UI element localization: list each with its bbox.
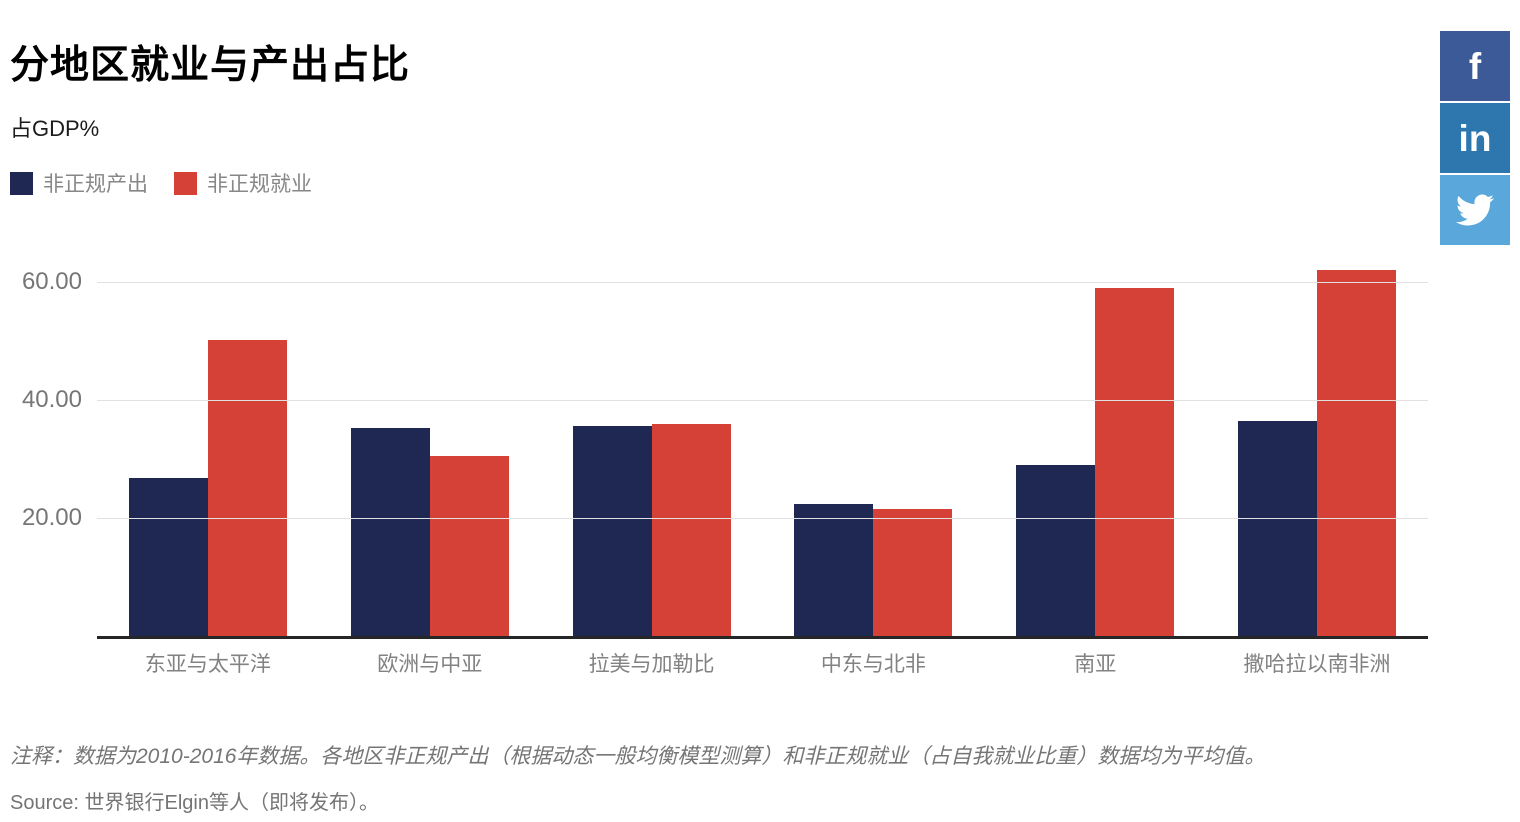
bar-informal-employment[interactable] [1095, 288, 1175, 636]
twitter-share-button[interactable] [1440, 175, 1510, 245]
bar-informal-output[interactable] [1238, 420, 1318, 636]
legend-label-informal-employment: 非正规就业 [207, 173, 312, 196]
bar-group [97, 256, 319, 636]
x-axis-label: 东亚与太平洋 [144, 653, 271, 676]
legend: 非正规产出 非正规就业 [10, 168, 312, 198]
legend-swatch-informal-output [10, 171, 33, 195]
x-axis-labels: 东亚与太平洋 欧洲与中亚 拉美与加勒比 中东与北非 南亚 撒哈拉以南非洲 [97, 650, 1428, 680]
legend-label-informal-output: 非正规产出 [43, 173, 148, 196]
social-share-bar: f in [1440, 31, 1510, 245]
bar-informal-employment[interactable] [873, 508, 953, 636]
bar-informal-employment[interactable] [429, 456, 509, 636]
x-axis-label: 撒哈拉以南非洲 [1243, 653, 1391, 676]
bar-informal-output[interactable] [1016, 464, 1096, 636]
legend-item-informal-employment: 非正规就业 [174, 168, 312, 198]
legend-swatch-informal-employment [174, 171, 197, 195]
bar-group [984, 256, 1206, 636]
x-axis-label: 南亚 [1074, 653, 1117, 676]
gridline [97, 517, 1428, 519]
facebook-icon: f [1468, 45, 1482, 87]
bar-informal-employment[interactable] [1317, 270, 1397, 636]
bar-informal-output[interactable] [794, 503, 874, 636]
y-axis-tick-label: 40.00 [21, 385, 82, 413]
bar-informal-output[interactable] [128, 477, 208, 636]
bar-group [319, 256, 541, 636]
x-axis-label: 拉美与加勒比 [588, 653, 715, 676]
legend-item-informal-output: 非正规产出 [10, 168, 148, 198]
chart-area: 20.00 40.00 60.00 [0, 256, 1520, 639]
linkedin-icon: in [1458, 117, 1492, 159]
x-axis-label: 中东与北非 [820, 653, 926, 676]
bar-groups [97, 256, 1428, 636]
bar-informal-employment[interactable] [651, 424, 731, 636]
chart-source: Source: 世界银行Elgin等人（即将发布）。 [10, 792, 379, 814]
gridline [97, 399, 1428, 401]
bar-informal-employment[interactable] [207, 339, 287, 636]
gridline [97, 281, 1428, 283]
bar-informal-output[interactable] [350, 428, 430, 636]
bar-informal-output[interactable] [572, 425, 652, 636]
chart-note: 注释：数据为2010-2016年数据。各地区非正规产出（根据动态一般均衡模型测算… [10, 745, 1266, 768]
bar-group [541, 256, 763, 636]
linkedin-share-button[interactable]: in [1440, 103, 1510, 173]
bar-group [762, 256, 984, 636]
facebook-share-button[interactable]: f [1440, 31, 1510, 101]
plot-area [97, 256, 1428, 639]
y-axis-tick-label: 60.00 [21, 267, 82, 295]
page-title: 分地区就业与产出占比 [10, 44, 411, 87]
x-axis-label: 欧洲与中亚 [377, 653, 483, 676]
twitter-icon [1456, 191, 1494, 229]
chart-subtitle: 占GDP% [10, 116, 100, 141]
y-axis-tick-label: 20.00 [21, 503, 82, 531]
bar-group [1206, 256, 1428, 636]
